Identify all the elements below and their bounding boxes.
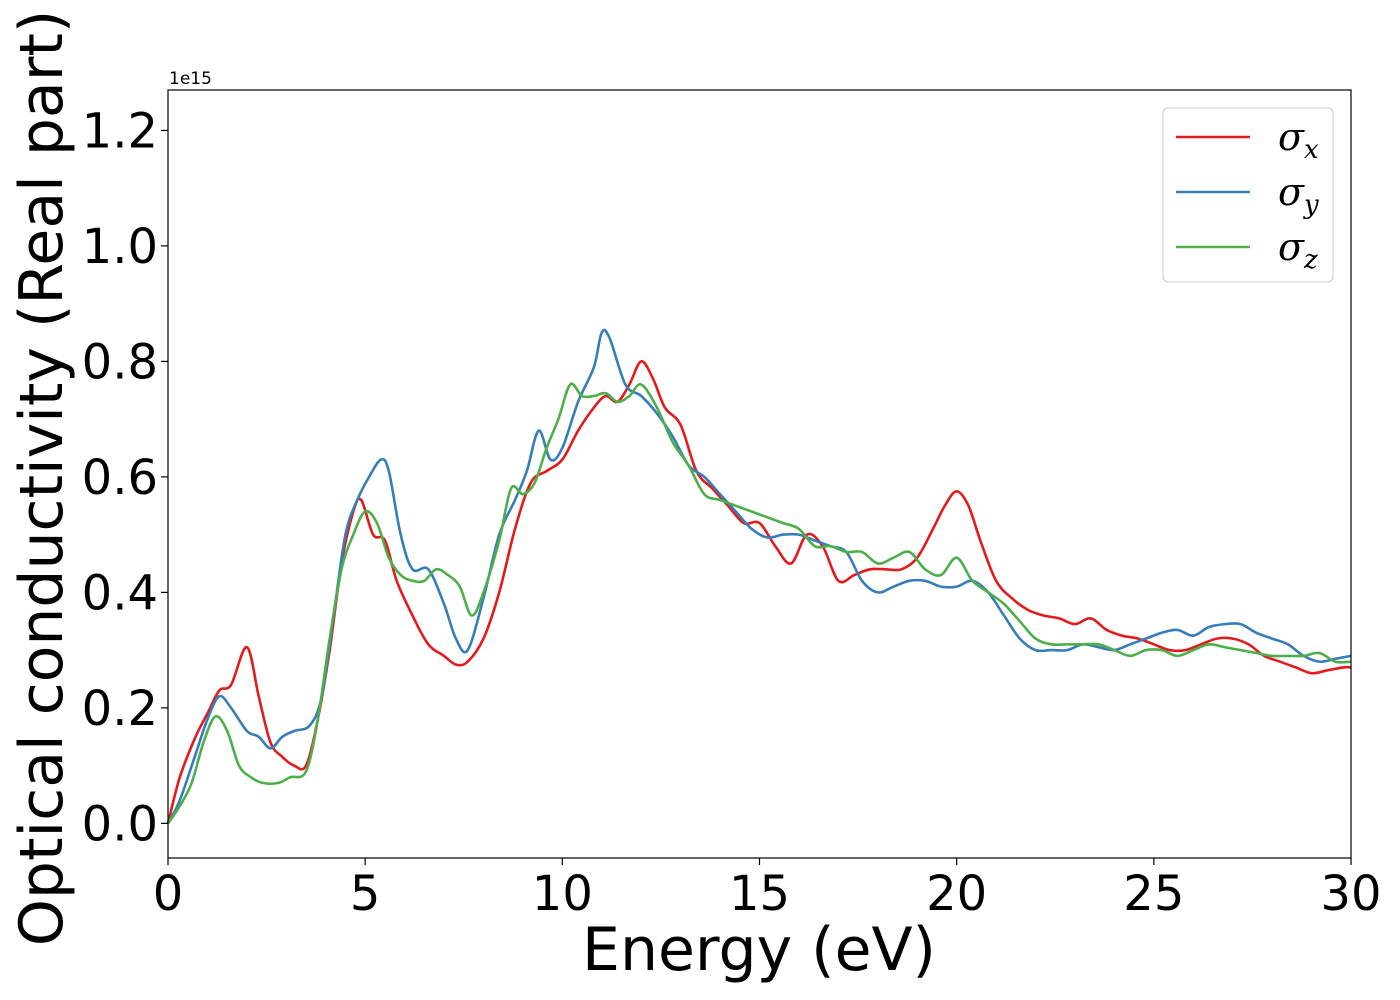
series-group bbox=[166, 328, 1352, 825]
y-tick-label: 0.4 bbox=[82, 565, 158, 621]
y-axis: 0.0 0.2 0.4 0.6 0.8 1.0 1.2 bbox=[82, 103, 168, 852]
y-tick-label: 0.2 bbox=[82, 681, 158, 737]
y-tick-label: 0.6 bbox=[82, 450, 158, 506]
x-tick-label: 10 bbox=[532, 866, 593, 922]
legend-label-x: σx bbox=[1278, 115, 1319, 165]
x-tick-label: 20 bbox=[926, 866, 987, 922]
legend-label-y: σy bbox=[1278, 170, 1319, 220]
y-offset-label: 1e15 bbox=[169, 69, 212, 89]
legend-label-z: σz bbox=[1278, 225, 1318, 275]
x-axis-title: Energy (eV) bbox=[582, 915, 936, 985]
series-line-x bbox=[166, 360, 1352, 824]
series-line-y bbox=[166, 328, 1352, 825]
x-tick-label: 15 bbox=[729, 866, 790, 922]
x-axis: 0 5 10 15 20 25 30 bbox=[153, 858, 1382, 922]
y-tick-label: 0.8 bbox=[82, 334, 158, 390]
x-tick-label: 0 bbox=[153, 866, 184, 922]
legend-box bbox=[1162, 107, 1334, 283]
x-tick-label: 25 bbox=[1123, 866, 1184, 922]
y-tick-label: 1.0 bbox=[82, 219, 158, 275]
y-tick-label: 1.2 bbox=[82, 103, 158, 159]
y-axis-title: Optical conductivity (Real part) bbox=[7, 10, 77, 947]
x-tick-label: 5 bbox=[350, 866, 381, 922]
x-tick-label: 30 bbox=[1320, 866, 1381, 922]
series-line-z bbox=[166, 382, 1352, 825]
y-tick-label: 0.0 bbox=[82, 796, 158, 852]
